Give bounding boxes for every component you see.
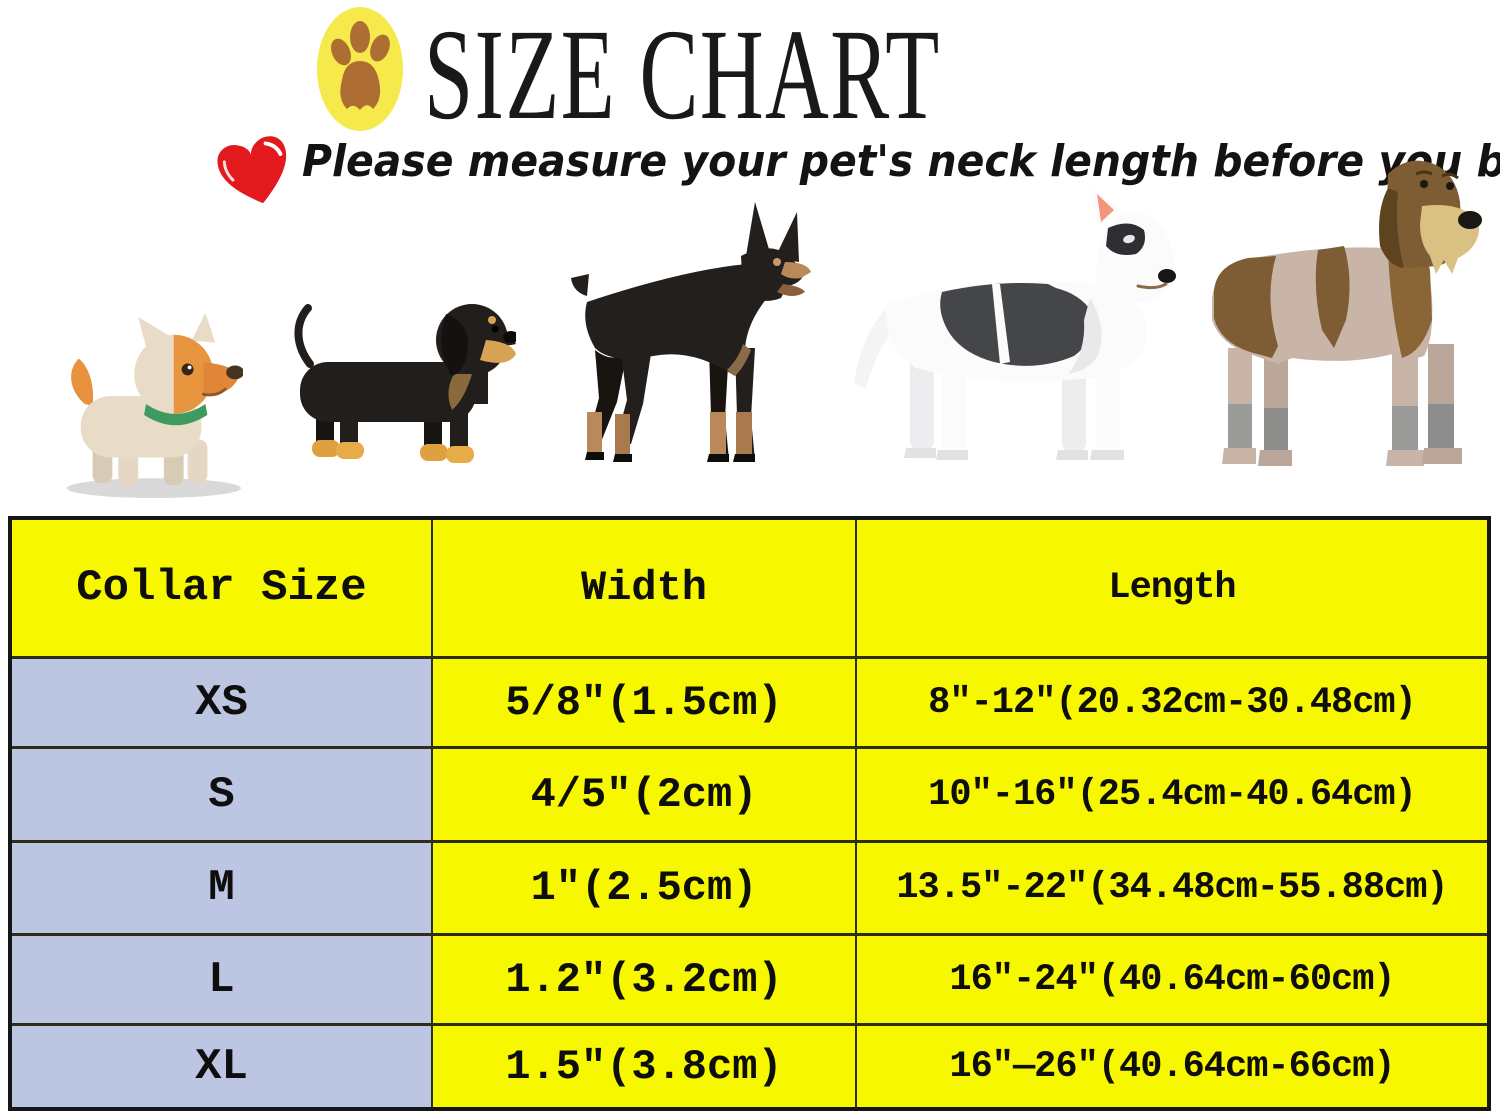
cell-m-width: 1"(2.5cm) xyxy=(433,843,857,936)
notice-text: Please measure your pet's neck length be… xyxy=(302,136,1500,187)
column-header-collar-size: Collar Size xyxy=(12,520,433,659)
cell-xl-width: 1.5"(3.8cm) xyxy=(433,1026,857,1107)
cell-l-length: 16"-24"(40.64cm-60cm) xyxy=(857,936,1487,1026)
cell-xs-size: XS xyxy=(12,659,433,749)
cell-xs-length: 8"-12"(20.32cm-30.48cm) xyxy=(857,659,1487,749)
cell-s-length: 10"-16"(25.4cm-40.64cm) xyxy=(857,749,1487,843)
bull-terrier-dog-illustration xyxy=(854,188,1176,460)
column-header-width: Width xyxy=(433,520,857,659)
dachshund-dog-illustration xyxy=(294,304,516,463)
column-header-length: Length xyxy=(857,520,1487,659)
cell-l-size: L xyxy=(12,936,433,1026)
cell-l-width: 1.2"(3.2cm) xyxy=(433,936,857,1026)
cell-m-size: M xyxy=(12,843,433,936)
cell-xl-length: 16"—26"(40.64cm-66cm) xyxy=(857,1026,1487,1107)
cell-s-width: 4/5"(2cm) xyxy=(433,749,857,843)
small-terrier-dog-illustration xyxy=(66,313,243,499)
cell-xl-size: XL xyxy=(12,1026,433,1107)
paw-print-icon xyxy=(317,7,403,131)
heart-icon xyxy=(217,136,287,204)
page-title: SIZE CHART xyxy=(424,3,941,147)
cell-s-size: S xyxy=(12,749,433,843)
cell-xs-width: 5/8"(1.5cm) xyxy=(433,659,857,749)
cell-m-length: 13.5"-22"(34.48cm-55.88cm) xyxy=(857,843,1487,936)
wirehaired-griffon-dog-illustration xyxy=(1212,160,1482,466)
doberman-dog-illustration xyxy=(571,202,811,462)
size-table: Collar Size Width Length XS 5/8"(1.5cm) … xyxy=(8,516,1491,1111)
